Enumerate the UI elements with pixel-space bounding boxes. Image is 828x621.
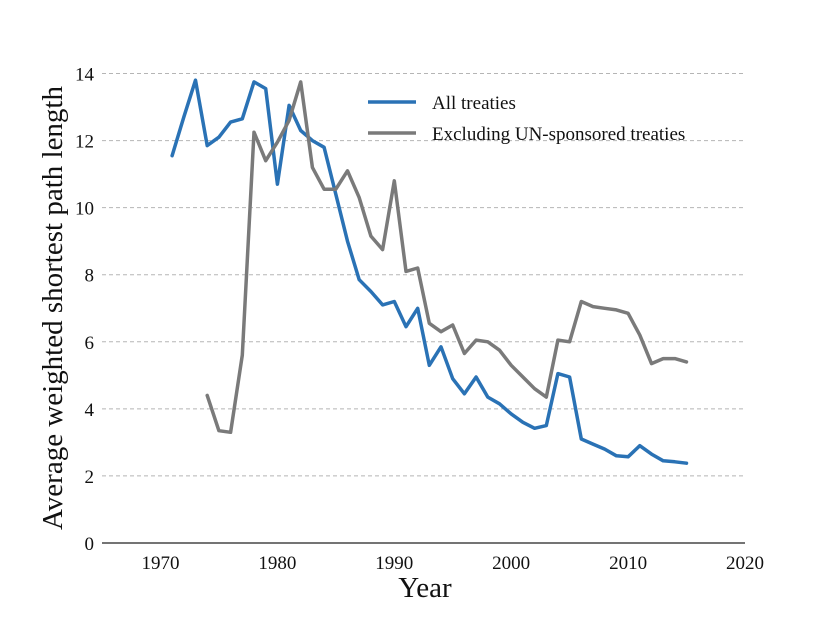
x-tick-label: 2010 <box>609 553 647 574</box>
y-tick-label: 0 <box>85 534 95 555</box>
y-tick-labels: 0 2 4 6 8 10 12 14 <box>75 65 95 556</box>
y-tick-label: 14 <box>75 65 95 86</box>
gridlines <box>102 73 745 477</box>
legend-label-excluding-un: Excluding UN-sponsored treaties <box>432 124 685 145</box>
legend-label-all-treaties: All treaties <box>432 93 516 114</box>
series-line-1 <box>205 80 689 435</box>
legend: All treaties Excluding UN-sponsored trea… <box>368 93 685 145</box>
series-lines <box>170 78 689 465</box>
y-tick-label: 4 <box>85 400 95 421</box>
y-tick-label: 6 <box>85 333 95 354</box>
x-axis-title: Year <box>398 572 452 604</box>
series-line-0 <box>170 78 689 465</box>
x-tick-label: 1990 <box>375 553 413 574</box>
y-tick-label: 8 <box>85 266 95 287</box>
y-tick-label: 10 <box>75 199 94 220</box>
x-tick-labels: 1970 1980 1990 2000 2010 2020 <box>141 553 764 574</box>
y-tick-label: 12 <box>75 132 94 153</box>
y-axis-title: Average weighted shortest path length <box>37 86 69 530</box>
y-tick-label: 2 <box>85 467 95 488</box>
x-tick-label: 2020 <box>726 553 764 574</box>
x-tick-label: 1970 <box>141 553 179 574</box>
x-tick-label: 2000 <box>492 553 530 574</box>
x-tick-label: 1980 <box>258 553 296 574</box>
